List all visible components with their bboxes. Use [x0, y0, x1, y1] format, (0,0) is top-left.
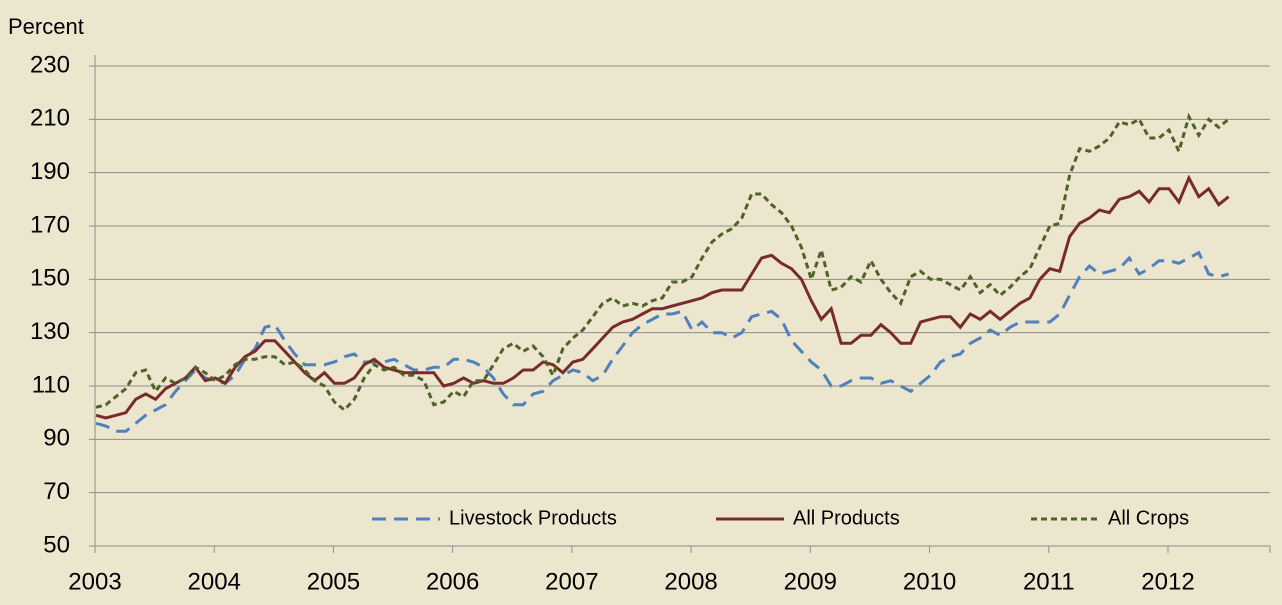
- series-line: [95, 112, 1230, 413]
- y-tick-label: 230: [30, 51, 70, 78]
- y-tick-label: 170: [30, 211, 70, 238]
- legend-label: All Products: [793, 507, 900, 529]
- series-line: [95, 174, 1230, 420]
- x-tick-label: 2010: [903, 568, 956, 595]
- x-tick-label: 2007: [545, 568, 598, 595]
- x-tick-label: 2008: [664, 568, 717, 595]
- y-tick-label: 190: [30, 158, 70, 185]
- x-tick-label: 2011: [1023, 568, 1075, 595]
- x-tick-label: 2006: [426, 568, 479, 595]
- x-tick-label: 2004: [188, 568, 241, 595]
- y-tick-label: 50: [43, 531, 70, 558]
- x-tick-label: 2003: [68, 568, 121, 595]
- x-tick-label: 2009: [784, 568, 837, 595]
- y-tick-label: 70: [43, 478, 70, 505]
- legend-label: All Crops: [1108, 507, 1189, 529]
- y-axis-label: Percent: [8, 14, 84, 39]
- x-tick-label: 2012: [1141, 568, 1194, 595]
- y-tick-label: 150: [30, 265, 70, 292]
- y-tick-label: 130: [30, 318, 70, 345]
- x-tick-label: 2005: [307, 568, 360, 595]
- y-tick-label: 90: [43, 425, 70, 452]
- y-tick-label: 110: [32, 371, 70, 398]
- legend-label: Livestock Products: [449, 507, 617, 529]
- y-tick-label: 210: [30, 105, 70, 132]
